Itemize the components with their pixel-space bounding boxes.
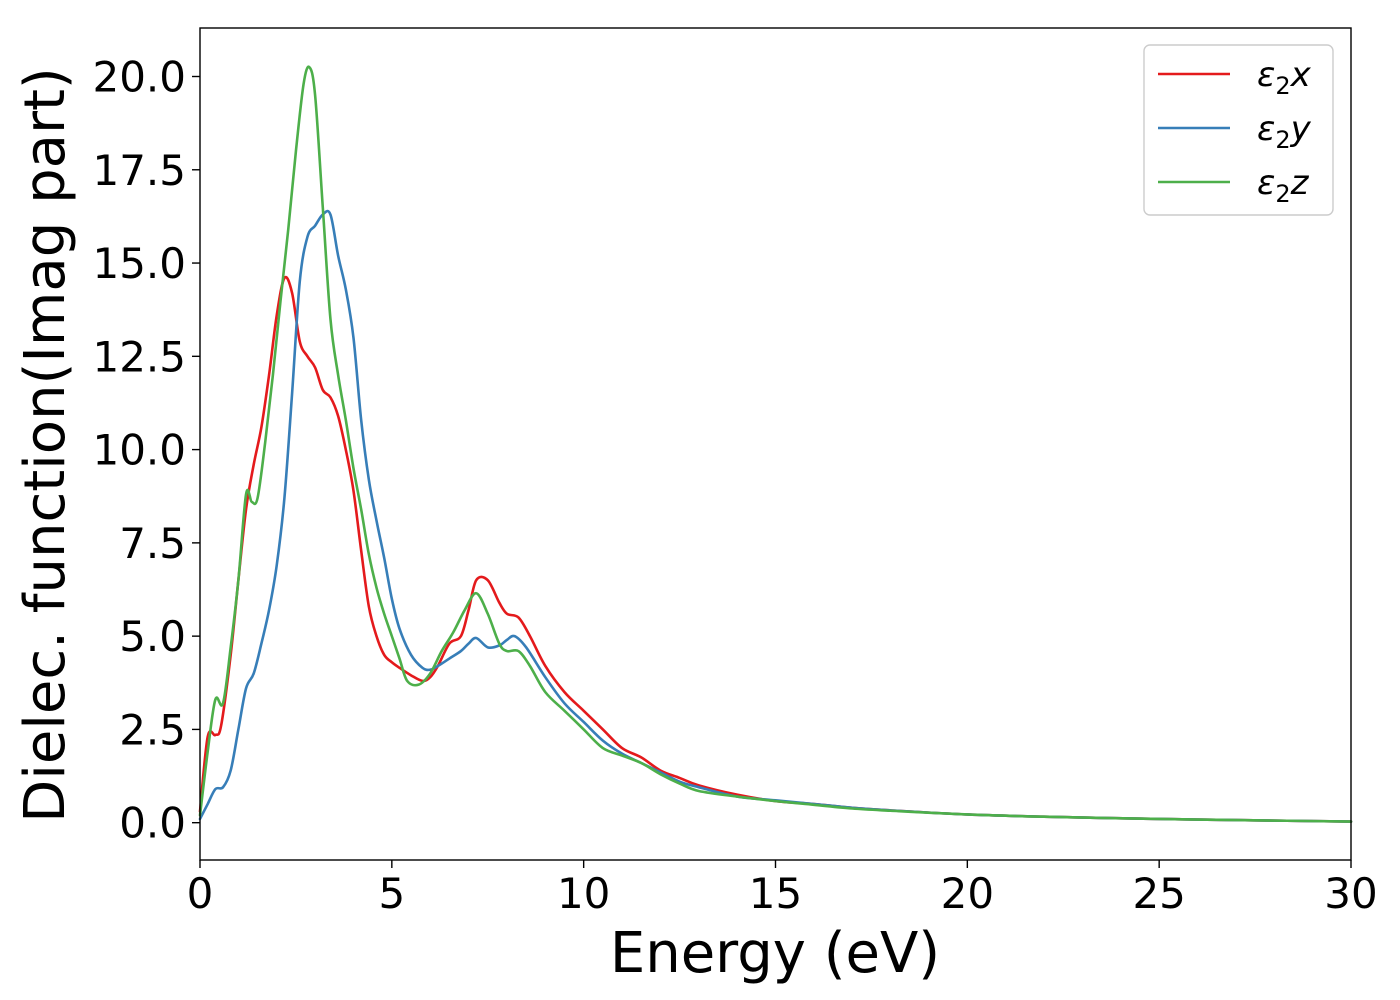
legend-box bbox=[1143, 44, 1334, 216]
x-tick-label: 0 bbox=[187, 869, 214, 918]
legend-label-z: ε2z bbox=[1257, 163, 1310, 208]
x-tick-label: 15 bbox=[749, 869, 802, 918]
y-tick-label: 7.5 bbox=[119, 519, 186, 568]
series-line-z bbox=[198, 65, 1353, 823]
y-axis-title: Dielec. function(Imag part) bbox=[13, 67, 78, 823]
y-tick-label: 0.0 bbox=[119, 799, 186, 848]
series-line-x bbox=[198, 275, 1353, 823]
y-tick-label: 15.0 bbox=[92, 239, 186, 288]
legend: ε2x ε2y ε2z bbox=[1143, 44, 1334, 216]
x-tick-label: 10 bbox=[557, 869, 610, 918]
y-tick-label: 2.5 bbox=[119, 705, 186, 754]
x-tick-label: 20 bbox=[941, 869, 994, 918]
x-tick-label: 25 bbox=[1132, 869, 1185, 918]
y-tick-label: 10.0 bbox=[92, 426, 186, 475]
y-tick-label: 5.0 bbox=[119, 612, 186, 661]
x-tick-label: 30 bbox=[1324, 869, 1377, 918]
y-tick-label: 12.5 bbox=[92, 332, 186, 381]
y-tick-label: 17.5 bbox=[92, 146, 186, 195]
legend-label-x: ε2x bbox=[1257, 55, 1312, 100]
y-axis-ticks: 0.0 2.5 5.0 7.5 10.0 12.5 15.0 17.5 20.0 bbox=[92, 53, 200, 848]
x-axis-title: Energy (eV) bbox=[610, 921, 940, 986]
series-layer bbox=[198, 65, 1353, 823]
x-tick-label: 5 bbox=[378, 869, 405, 918]
y-tick-label: 20.0 bbox=[92, 53, 186, 102]
legend-label-y: ε2y bbox=[1257, 109, 1312, 154]
x-axis-ticks: 0 5 10 15 20 25 30 bbox=[187, 860, 1378, 918]
